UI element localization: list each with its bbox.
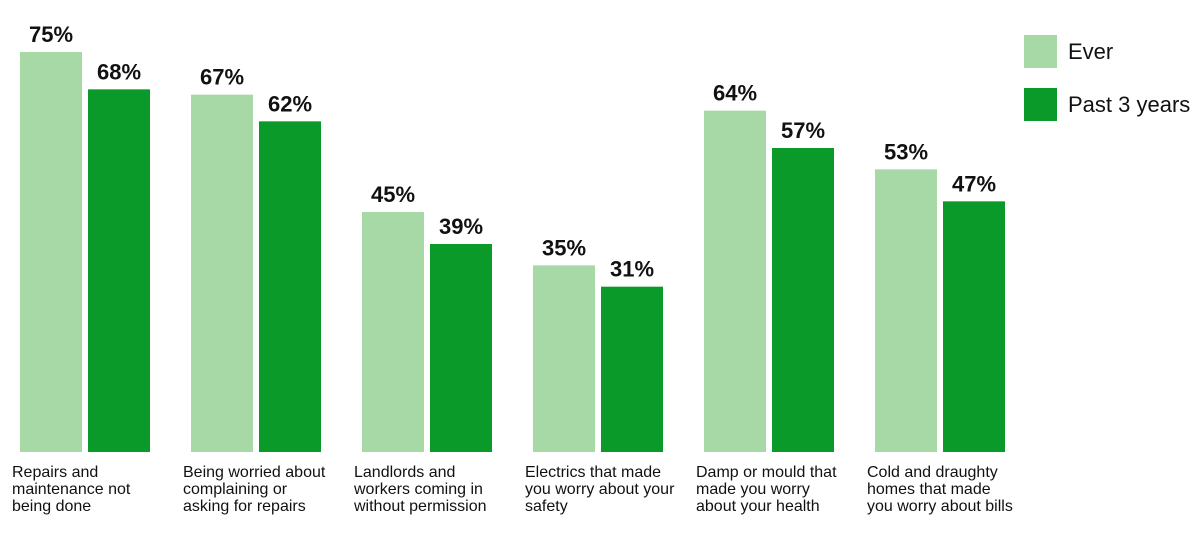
bar-ever-6 (875, 169, 937, 453)
value-label-past-3-years-6: 47% (952, 171, 996, 196)
legend-label-ever: Ever (1068, 38, 1114, 64)
legend-swatch-ever (1024, 35, 1057, 68)
value-label-ever-3: 45% (371, 182, 415, 207)
bar-ever-4 (533, 265, 595, 452)
legend-swatch-past-3-years (1024, 88, 1057, 121)
legend-item-ever: Ever (1024, 35, 1190, 68)
category-label-3: Landlords and workers coming in without … (354, 464, 487, 515)
value-label-ever-2: 67% (200, 65, 244, 90)
value-label-past-3-years-3: 39% (439, 214, 483, 239)
legend-label-past-3-years: Past 3 years (1068, 91, 1191, 117)
value-label-ever-5: 64% (713, 81, 757, 106)
category-label-2: Being worried about complaining or askin… (183, 464, 326, 515)
value-label-past-3-years-1: 68% (97, 59, 141, 84)
bar-ever-5 (704, 110, 766, 453)
category-label-6: Cold and draughty homes that made you wo… (867, 464, 1013, 515)
category-label-1: Repairs and maintenance not being done (12, 464, 131, 515)
bar-past-3-years-2 (259, 121, 321, 452)
category-label-5: Damp or mould that made you worry about … (696, 464, 837, 515)
value-label-ever-1: 75% (29, 22, 73, 47)
legend: Ever Past 3 years (1024, 35, 1190, 141)
bar-ever-3 (362, 212, 424, 452)
bar-past-3-years-6 (943, 201, 1005, 452)
value-label-past-3-years-4: 31% (610, 257, 654, 282)
value-label-past-3-years-5: 57% (781, 118, 825, 143)
bar-ever-1 (20, 52, 82, 452)
bar-past-3-years-1 (88, 89, 150, 452)
value-label-ever-4: 35% (542, 235, 586, 260)
category-label-4: Electrics that made you worry about your… (525, 464, 675, 515)
value-label-ever-6: 53% (884, 139, 928, 164)
bar-past-3-years-4 (601, 286, 663, 452)
bar-past-3-years-3 (430, 244, 492, 452)
bar-past-3-years-5 (772, 148, 834, 452)
legend-item-past-3-years: Past 3 years (1024, 88, 1190, 121)
value-label-past-3-years-2: 62% (268, 91, 312, 116)
bar-ever-2 (191, 94, 253, 453)
